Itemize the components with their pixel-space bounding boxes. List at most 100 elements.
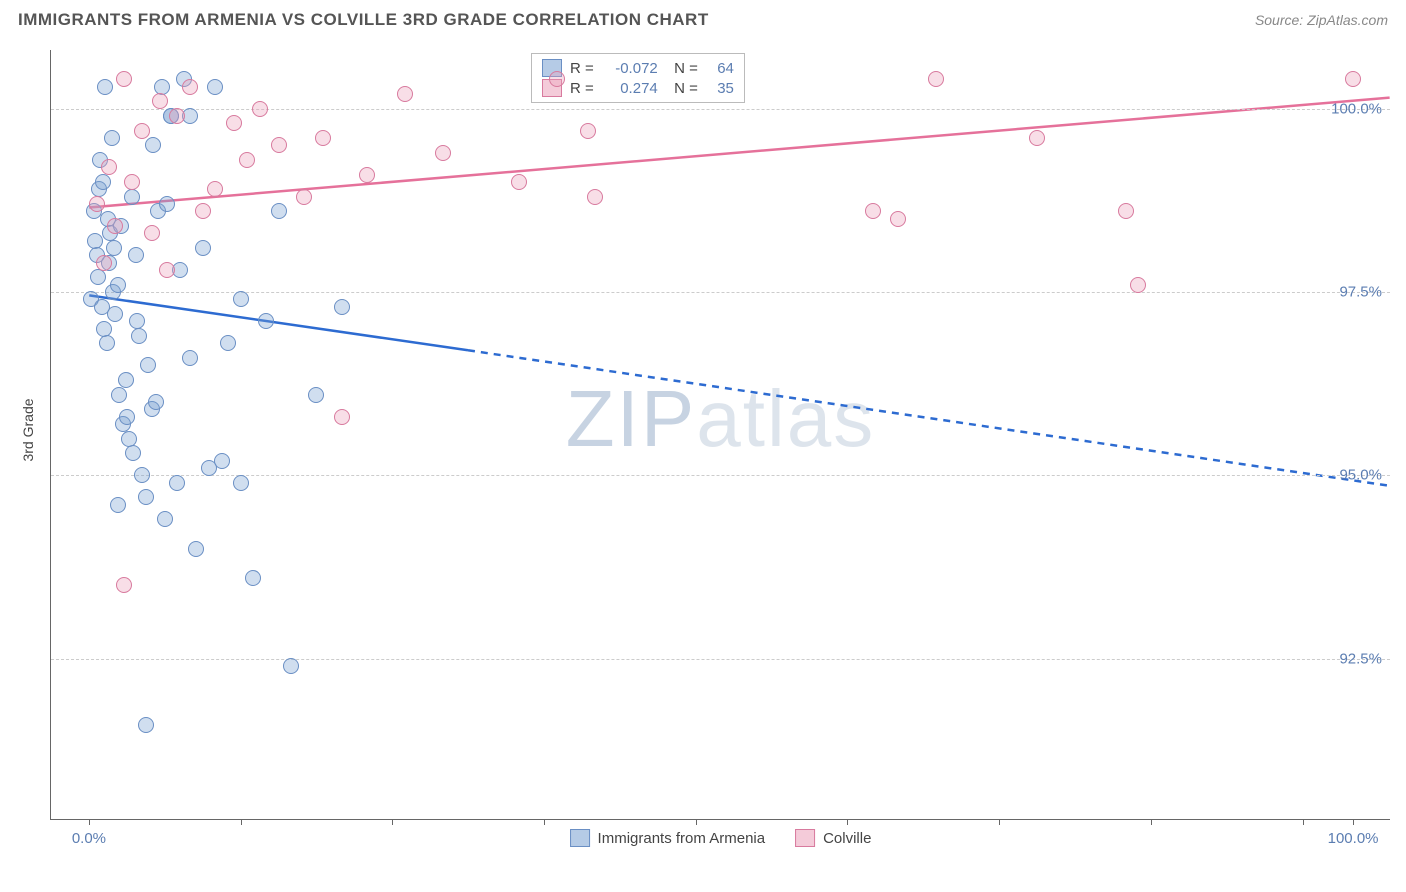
scatter-point-armenia — [233, 475, 249, 491]
watermark: ZIPatlas — [566, 373, 875, 465]
scatter-point-colville — [315, 130, 331, 146]
scatter-point-colville — [1345, 71, 1361, 87]
scatter-point-colville — [435, 145, 451, 161]
scatter-point-armenia — [245, 570, 261, 586]
scatter-point-armenia — [104, 130, 120, 146]
y-tick-label: 92.5% — [1339, 650, 1382, 667]
scatter-point-armenia — [159, 196, 175, 212]
x-tick-label: 0.0% — [72, 830, 106, 847]
series-legend: Immigrants from Armenia Colville — [570, 829, 872, 847]
scatter-point-colville — [182, 79, 198, 95]
y-tick-label: 100.0% — [1331, 100, 1382, 117]
scatter-point-colville — [397, 86, 413, 102]
r-value-colville: 0.274 — [602, 80, 658, 97]
scatter-point-armenia — [220, 335, 236, 351]
scatter-point-armenia — [258, 313, 274, 329]
legend-label-colville: Colville — [823, 830, 871, 847]
scatter-point-armenia — [154, 79, 170, 95]
grid-line — [51, 292, 1390, 293]
x-tick — [89, 819, 90, 825]
scatter-point-colville — [195, 203, 211, 219]
scatter-point-colville — [101, 159, 117, 175]
scatter-point-armenia — [110, 277, 126, 293]
scatter-point-armenia — [111, 387, 127, 403]
scatter-point-colville — [116, 71, 132, 87]
scatter-point-armenia — [271, 203, 287, 219]
scatter-point-colville — [1130, 277, 1146, 293]
grid-line — [51, 659, 1390, 660]
scatter-point-armenia — [214, 453, 230, 469]
scatter-point-colville — [252, 101, 268, 117]
scatter-point-colville — [144, 225, 160, 241]
legend-item-colville: Colville — [795, 829, 871, 847]
scatter-point-colville — [159, 262, 175, 278]
x-tick — [847, 819, 848, 825]
r-label: R = — [570, 60, 594, 77]
scatter-point-armenia — [128, 247, 144, 263]
scatter-point-colville — [928, 71, 944, 87]
scatter-point-armenia — [90, 269, 106, 285]
scatter-point-armenia — [195, 240, 211, 256]
scatter-point-armenia — [138, 489, 154, 505]
scatter-point-armenia — [233, 291, 249, 307]
regression-line — [468, 350, 1390, 485]
scatter-point-armenia — [169, 475, 185, 491]
scatter-point-armenia — [138, 717, 154, 733]
scatter-point-armenia — [283, 658, 299, 674]
scatter-point-armenia — [157, 511, 173, 527]
scatter-point-colville — [271, 137, 287, 153]
scatter-point-colville — [890, 211, 906, 227]
legend-label-armenia: Immigrants from Armenia — [598, 830, 766, 847]
scatter-point-armenia — [97, 79, 113, 95]
scatter-point-armenia — [308, 387, 324, 403]
legend-item-armenia: Immigrants from Armenia — [570, 829, 766, 847]
scatter-point-colville — [96, 255, 112, 271]
scatter-point-armenia — [140, 357, 156, 373]
scatter-point-armenia — [87, 233, 103, 249]
x-tick — [544, 819, 545, 825]
n-label: N = — [666, 60, 698, 77]
x-tick — [999, 819, 1000, 825]
grid-line — [51, 475, 1390, 476]
scatter-point-colville — [107, 218, 123, 234]
y-tick-label: 97.5% — [1339, 284, 1382, 301]
x-tick — [1353, 819, 1354, 825]
scatter-point-armenia — [107, 306, 123, 322]
scatter-point-colville — [334, 409, 350, 425]
scatter-point-armenia — [125, 445, 141, 461]
scatter-point-colville — [549, 71, 565, 87]
y-tick-label: 95.0% — [1339, 467, 1382, 484]
n-value-armenia: 64 — [706, 60, 734, 77]
scatter-point-armenia — [188, 541, 204, 557]
regression-line — [89, 295, 468, 350]
scatter-point-colville — [207, 181, 223, 197]
scatter-point-armenia — [145, 137, 161, 153]
scatter-point-colville — [1029, 130, 1045, 146]
scatter-point-armenia — [207, 79, 223, 95]
scatter-point-colville — [239, 152, 255, 168]
chart-title: IMMIGRANTS FROM ARMENIA VS COLVILLE 3RD … — [18, 10, 709, 30]
scatter-point-colville — [116, 577, 132, 593]
scatter-point-armenia — [124, 189, 140, 205]
x-tick — [1303, 819, 1304, 825]
r-label: R = — [570, 80, 594, 97]
scatter-point-colville — [152, 93, 168, 109]
legend-row-armenia: R = -0.072 N = 64 — [542, 58, 734, 78]
scatter-point-armenia — [110, 497, 126, 513]
scatter-point-armenia — [119, 409, 135, 425]
scatter-point-colville — [89, 196, 105, 212]
scatter-point-colville — [134, 123, 150, 139]
r-value-armenia: -0.072 — [602, 60, 658, 77]
n-value-colville: 35 — [706, 80, 734, 97]
scatter-point-colville — [359, 167, 375, 183]
scatter-point-armenia — [131, 328, 147, 344]
x-tick — [696, 819, 697, 825]
y-axis-label: 3rd Grade — [20, 398, 36, 461]
scatter-point-armenia — [148, 394, 164, 410]
scatter-point-colville — [580, 123, 596, 139]
scatter-point-armenia — [129, 313, 145, 329]
scatter-point-colville — [296, 189, 312, 205]
n-label: N = — [666, 80, 698, 97]
scatter-point-colville — [226, 115, 242, 131]
scatter-point-armenia — [95, 174, 111, 190]
